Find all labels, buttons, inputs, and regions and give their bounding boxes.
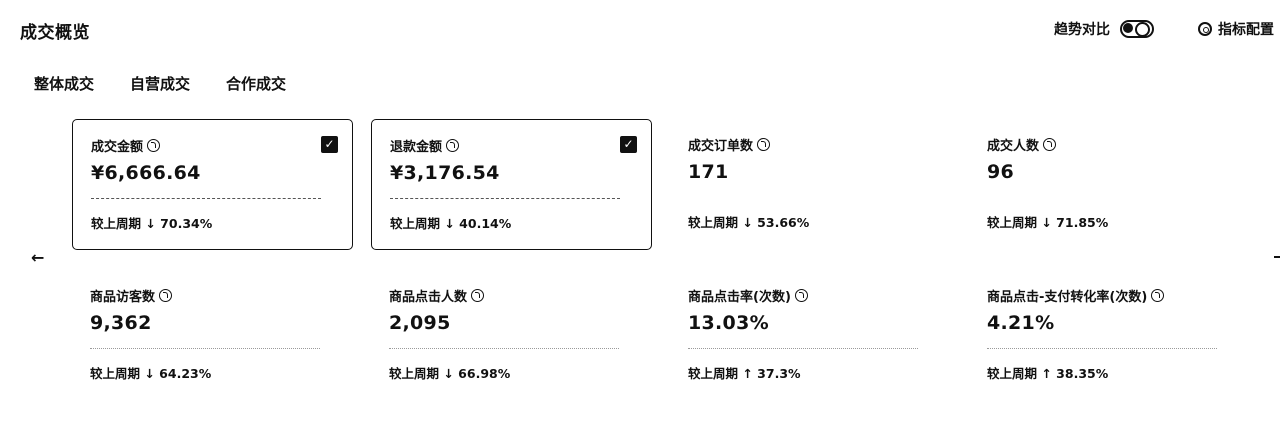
metric-compare: 较上周期 ↓ 66.98% xyxy=(389,366,511,381)
tab-self-operated[interactable]: 自营成交 xyxy=(130,75,191,93)
metric-compare: 较上周期 ↑ 38.35% xyxy=(987,366,1109,381)
help-icon[interactable] xyxy=(471,289,485,302)
metric-label: 商品点击率(次数) xyxy=(688,290,791,305)
card-divider xyxy=(987,348,1217,349)
card-divider xyxy=(688,197,918,198)
card-divider xyxy=(987,197,1217,198)
tab-overall[interactable]: 整体成交 xyxy=(34,75,95,93)
metric-value: 4.21% xyxy=(987,312,1055,334)
metric-card-refund-amount[interactable]: 退款金额 ¥3,176.54 较上周期 ↓ 40.14% ✓ xyxy=(371,119,652,250)
settings-icon xyxy=(1198,22,1212,36)
tab-cooperation[interactable]: 合作成交 xyxy=(226,75,287,93)
help-icon[interactable] xyxy=(1151,289,1165,302)
metric-value: 171 xyxy=(688,161,729,183)
card-divider xyxy=(90,348,320,349)
metric-compare: 较上周期 ↓ 70.34% xyxy=(91,216,213,231)
metric-checkbox[interactable]: ✓ xyxy=(321,136,338,153)
page-title: 成交概览 xyxy=(20,23,90,43)
metric-compare: 较上周期 ↓ 53.66% xyxy=(688,215,810,230)
help-icon[interactable] xyxy=(446,139,460,152)
deal-type-tabs: 整体成交 自营成交 合作成交 xyxy=(34,73,286,94)
metric-config-button[interactable]: 指标配置 xyxy=(1198,19,1274,39)
metric-compare: 较上周期 ↓ 40.14% xyxy=(390,216,512,231)
trend-compare-label: 趋势对比 xyxy=(1054,22,1110,38)
metric-label: 成交人数 xyxy=(987,139,1040,154)
card-divider xyxy=(390,198,620,199)
help-icon[interactable] xyxy=(159,289,173,302)
metric-value: ¥6,666.64 xyxy=(91,162,201,184)
help-icon[interactable] xyxy=(757,138,771,151)
metric-compare: 较上周期 ↑ 37.3% xyxy=(688,366,801,381)
metric-card-click-rate[interactable]: 商品点击率(次数) 13.03% 较上周期 ↑ 37.3% xyxy=(670,270,951,401)
metric-card-deal-amount[interactable]: 成交金额 ¥6,666.64 较上周期 ↓ 70.34% ✓ xyxy=(72,119,353,250)
next-arrow-icon[interactable] xyxy=(1274,256,1280,258)
metric-card-product-clickers[interactable]: 商品点击人数 2,095 较上周期 ↓ 66.98% xyxy=(371,270,652,401)
metric-value: 9,362 xyxy=(90,312,152,334)
metric-card-click-pay-conversion[interactable]: 商品点击-支付转化率(次数) 4.21% 较上周期 ↑ 38.35% xyxy=(969,270,1250,401)
metric-label: 退款金额 xyxy=(390,140,443,155)
metric-label: 成交金额 xyxy=(91,140,144,155)
trend-compare: 趋势对比 xyxy=(1054,19,1154,39)
metric-label: 商品点击人数 xyxy=(389,290,468,305)
metric-checkbox[interactable]: ✓ xyxy=(620,136,637,153)
metric-label: 商品访客数 xyxy=(90,290,156,305)
metric-card-buyer-count[interactable]: 成交人数 96 较上周期 ↓ 71.85% xyxy=(969,119,1250,250)
trend-compare-toggle[interactable] xyxy=(1120,20,1154,38)
metric-value: 13.03% xyxy=(688,312,769,334)
help-icon[interactable] xyxy=(1043,138,1057,151)
metric-value: 96 xyxy=(987,161,1015,183)
metric-config-label: 指标配置 xyxy=(1218,22,1274,38)
metric-label: 商品点击-支付转化率(次数) xyxy=(987,290,1148,305)
metric-compare: 较上周期 ↓ 64.23% xyxy=(90,366,212,381)
metric-value: 2,095 xyxy=(389,312,451,334)
card-divider xyxy=(389,348,619,349)
help-icon[interactable] xyxy=(147,139,161,152)
metric-compare: 较上周期 ↓ 71.85% xyxy=(987,215,1109,230)
metric-card-order-count[interactable]: 成交订单数 171 较上周期 ↓ 53.66% xyxy=(670,119,951,250)
metric-card-product-visitors[interactable]: 商品访客数 9,362 较上周期 ↓ 64.23% xyxy=(72,270,353,401)
metric-label: 成交订单数 xyxy=(688,139,754,154)
card-divider xyxy=(91,198,321,199)
metric-value: ¥3,176.54 xyxy=(390,162,500,184)
prev-arrow-icon[interactable]: ← xyxy=(31,248,45,267)
help-icon[interactable] xyxy=(794,289,808,302)
card-divider xyxy=(688,348,918,349)
